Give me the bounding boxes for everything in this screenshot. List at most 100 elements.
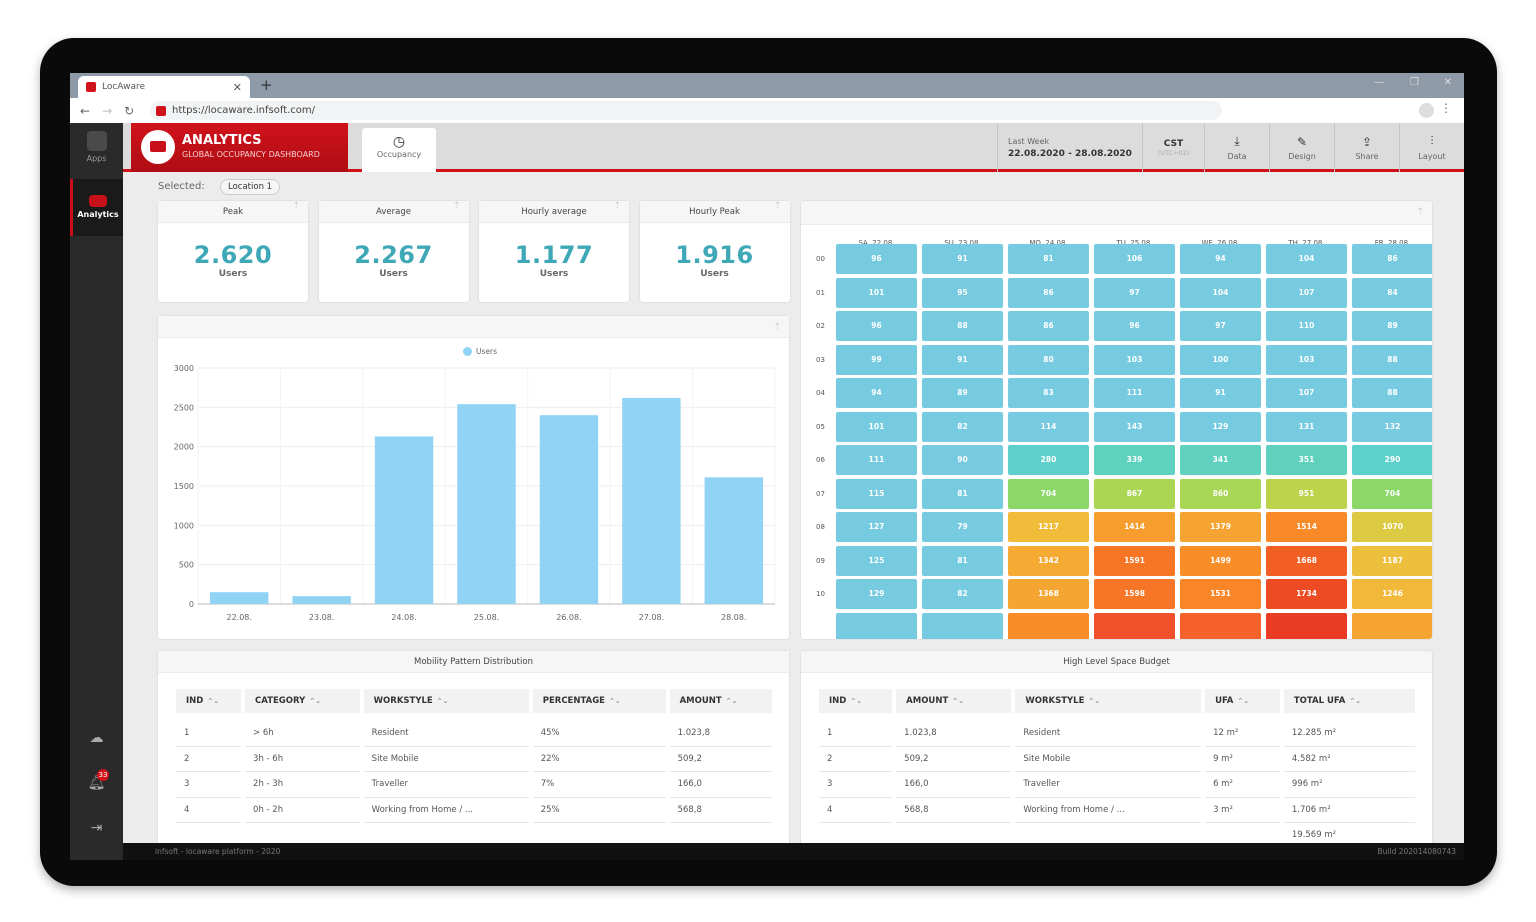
design-button[interactable]: ✎ Design [1269,123,1334,172]
location-chip[interactable]: Location 1 [220,179,281,195]
reload-icon[interactable]: ↻ [124,103,135,118]
sidebar-item-apps[interactable]: Apps [70,131,123,163]
heatmap-cell[interactable]: 339 [1094,445,1175,475]
bar[interactable] [292,596,351,604]
heatmap-cell[interactable]: 88 [922,311,1003,341]
close-window-icon[interactable]: ✕ [1443,77,1452,88]
heatmap-cell[interactable]: 860 [1180,478,1261,509]
timezone-selector[interactable]: CST (UTC+02) [1142,123,1204,172]
heatmap-cell[interactable]: 89 [922,378,1003,408]
column-header[interactable]: AMOUNT ⌃⌄ [669,689,772,713]
cloud-icon[interactable]: ☁ [89,730,104,746]
bar[interactable] [704,477,763,604]
pin-icon[interactable]: ⇡ [773,322,781,332]
heatmap-cell[interactable]: 1070 [1352,512,1432,542]
heatmap-cell[interactable]: 1531 [1180,579,1261,609]
sort-icon[interactable]: ⌃⌄ [1349,697,1362,705]
pin-icon[interactable]: ⇡ [1416,207,1424,217]
heatmap-cell[interactable]: 280 [1008,445,1089,475]
heatmap-cell[interactable]: 82 [922,411,1003,442]
heatmap-cell[interactable]: 1414 [1094,512,1175,542]
bar[interactable] [374,436,434,604]
heatmap-cell[interactable]: 341 [1180,445,1261,475]
pin-icon[interactable]: ⇡ [773,201,782,211]
heatmap-cell[interactable]: 81 [922,545,1003,576]
heatmap-cell[interactable]: 103 [1094,344,1175,375]
heatmap-cell[interactable]: 1499 [1180,545,1261,576]
heatmap-cell[interactable]: 704 [1352,478,1432,509]
column-header[interactable]: IND ⌃⌄ [176,689,242,713]
heatmap-cell[interactable]: 131 [1266,411,1347,442]
heatmap-cell[interactable]: 1246 [1352,579,1432,609]
column-header[interactable]: AMOUNT ⌃⌄ [896,689,1012,713]
heatmap-cell[interactable]: 290 [1352,445,1432,475]
heatmap-cell[interactable]: 704 [1008,478,1089,509]
heatmap-cell[interactable]: 1379 [1180,512,1261,542]
pin-icon[interactable]: ⇡ [613,201,621,211]
heatmap-cell[interactable]: 90 [922,445,1003,475]
heatmap-cell[interactable]: 103 [1266,344,1347,375]
heatmap-cell[interactable]: 99 [836,344,917,375]
heatmap-cell[interactable]: 97 [1094,277,1175,308]
sort-icon[interactable]: ⌃⌄ [436,697,449,705]
pin-icon[interactable]: ⇡ [452,201,461,211]
share-button[interactable]: ⇪ Share [1334,123,1399,172]
heatmap-cell[interactable]: 111 [836,445,917,475]
heatmap-cell[interactable]: 96 [836,244,917,274]
heatmap-cell[interactable]: 101 [836,277,917,308]
heatmap-cell[interactable]: 107 [1266,277,1347,308]
heatmap-cell[interactable]: 86 [1008,277,1089,308]
heatmap-cell[interactable]: 104 [1266,244,1347,274]
heatmap-cell[interactable]: 94 [836,378,917,408]
sidebar-item-analytics[interactable]: Analytics [70,179,123,236]
heatmap-cell[interactable]: 132 [1352,411,1432,442]
heatmap-cell[interactable]: 86 [1352,244,1432,274]
tab-occupancy[interactable]: ◷ Occupancy [362,128,436,172]
new-tab-button[interactable]: + [260,76,273,94]
heatmap-cell[interactable]: 88 [1352,344,1432,375]
sort-icon[interactable]: ⌃⌄ [207,697,220,705]
pin-icon[interactable]: ⇡ [292,201,300,211]
profile-icon[interactable] [1419,103,1434,118]
heatmap-cell[interactable]: 80 [1008,344,1089,375]
layout-button[interactable]: ⫶ Layout [1399,123,1464,172]
browser-tab[interactable]: LocAware ✕ [78,76,250,98]
heatmap-cell[interactable]: 101 [836,411,917,442]
heatmap-cell[interactable]: 91 [922,344,1003,375]
heatmap-cell[interactable]: 143 [1094,411,1175,442]
heatmap-cell[interactable]: 125 [836,545,917,576]
heatmap-cell[interactable]: 1598 [1094,579,1175,609]
sort-icon[interactable]: ⌃⌄ [850,697,863,705]
heatmap-cell[interactable]: 1217 [1008,512,1089,542]
data-button[interactable]: ⤓ Data [1204,123,1269,172]
heatmap-cell[interactable]: 111 [1094,378,1175,408]
heatmap-cell[interactable]: 96 [836,311,917,341]
heatmap-cell[interactable]: 127 [836,512,917,542]
bar[interactable] [457,404,516,604]
heatmap-cell[interactable]: 106 [1094,244,1175,274]
heatmap-cell[interactable]: 1368 [1008,579,1089,609]
heatmap-cell[interactable]: 82 [922,579,1003,609]
column-header[interactable]: TOTAL UFA ⌃⌄ [1283,689,1415,713]
heatmap-cell[interactable]: 84 [1352,277,1432,308]
column-header[interactable]: PERCENTAGE ⌃⌄ [532,689,666,713]
heatmap-cell[interactable]: 86 [1008,311,1089,341]
heatmap-cell[interactable]: 115 [836,478,917,509]
heatmap-cell[interactable]: 91 [922,244,1003,274]
heatmap-cell[interactable]: 1514 [1266,512,1347,542]
sort-icon[interactable]: ⌃⌄ [309,697,321,705]
heatmap-cell[interactable]: 100 [1180,344,1261,375]
column-header[interactable]: WORKSTYLE ⌃⌄ [1015,689,1202,713]
heatmap-cell[interactable]: 129 [836,579,917,609]
forward-icon[interactable]: → [102,103,113,118]
bar[interactable] [539,415,599,604]
heatmap-cell[interactable]: 1591 [1094,545,1175,576]
heatmap-cell[interactable]: 110 [1266,311,1347,341]
column-header[interactable]: IND ⌃⌄ [819,689,893,713]
heatmap-cell[interactable]: 1187 [1352,545,1432,576]
heatmap-cell[interactable]: 96 [1094,311,1175,341]
restore-icon[interactable]: ❐ [1410,77,1419,88]
column-header[interactable]: UFA ⌃⌄ [1205,689,1280,713]
sort-icon[interactable]: ⌃⌄ [608,697,621,705]
heatmap-cell[interactable]: 91 [1180,378,1261,408]
